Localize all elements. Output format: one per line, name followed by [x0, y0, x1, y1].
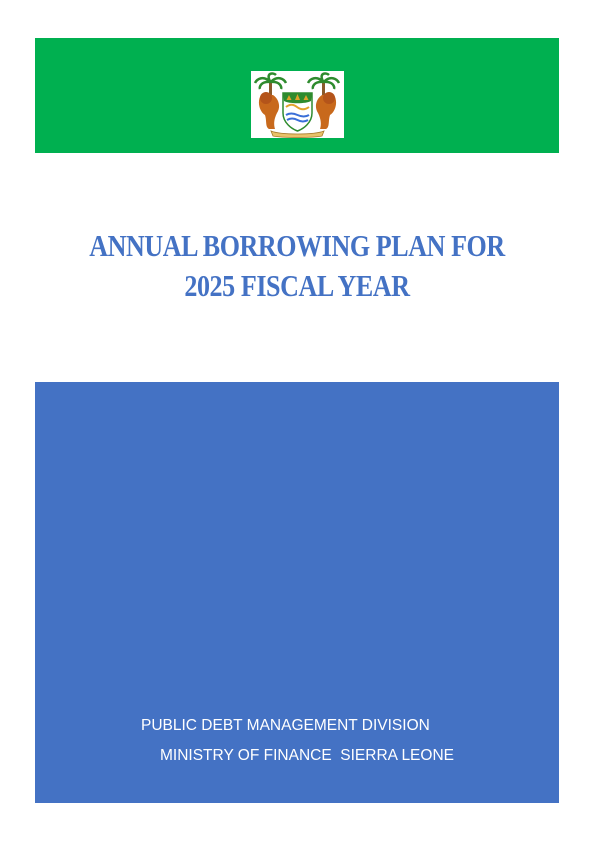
- division-name: PUBLIC DEBT MANAGEMENT DIVISION: [141, 717, 430, 734]
- coat-of-arms-icon: [251, 71, 344, 138]
- title-line-1: ANNUAL BORROWING PLAN FOR: [89, 228, 505, 263]
- document-title: ANNUAL BORROWING PLAN FOR 2025 FISCAL YE…: [77, 226, 517, 306]
- cover-box: [35, 382, 559, 803]
- ministry-name: MINISTRY OF FINANCE SIERRA LEONE: [160, 747, 454, 764]
- title-line-2: 2025 FISCAL YEAR: [184, 268, 410, 303]
